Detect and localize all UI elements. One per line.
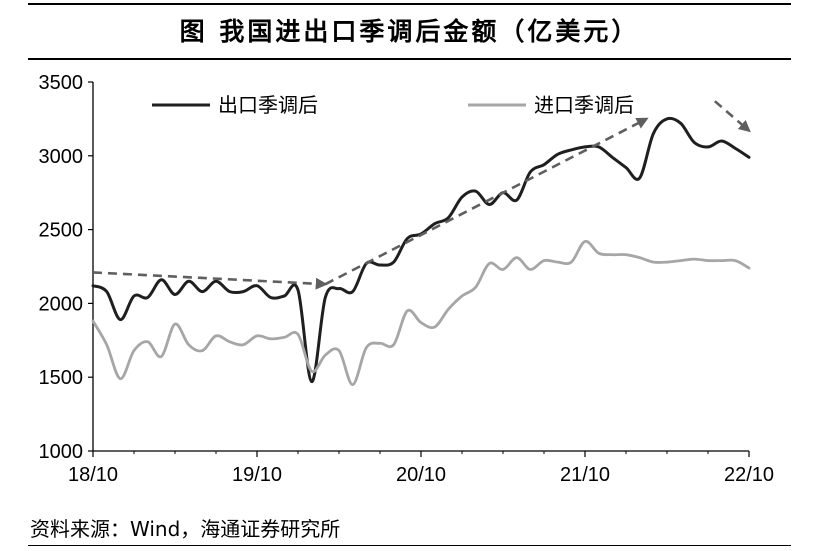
series-line-import [91,239,751,387]
y-tick-label: 3000 [39,146,84,168]
axes-group: 1000 1500 2000 2500 3000 3500 18/10 19/10 20/10 2… [39,72,775,486]
chart-title-bar: 图 我国进出口季调后金额（亿美元） [0,0,819,60]
y-tick-label: 2500 [39,220,84,242]
footer-rule [28,545,791,546]
legend-label-import: 进口季调后 [534,94,634,117]
trend-arrow-2 [324,117,649,286]
x-tick-label: 22/10 [724,464,774,486]
line-chart: 1000 1500 2000 2500 3000 3500 18/10 19/10 20/10 2… [39,72,775,486]
x-tick-label: 21/10 [560,464,610,486]
chart-title: 图 我国进出口季调后金额（亿美元） [179,17,640,46]
series-line-export [91,116,751,384]
source-note: 资料来源：Wind，海通证券研究所 [30,517,341,541]
annotation-layer [92,100,751,290]
y-tick-label: 3500 [39,72,84,94]
x-tick-label: 20/10 [396,464,446,486]
y-tick-label: 1500 [39,367,84,389]
trend-arrow-1 [92,271,328,290]
x-tick-label: 18/10 [68,464,118,486]
x-tick-label: 19/10 [232,464,282,486]
y-tick-label: 2000 [39,293,84,315]
title-bottom-rule [28,58,791,60]
trend-arrow-3 [713,100,751,133]
series-layer [91,116,751,387]
legend-label-export: 出口季调后 [218,94,318,117]
legend: 出口季调后 进口季调后 [152,94,634,117]
y-tick-label: 1000 [39,441,84,463]
title-top-rule [28,3,791,5]
